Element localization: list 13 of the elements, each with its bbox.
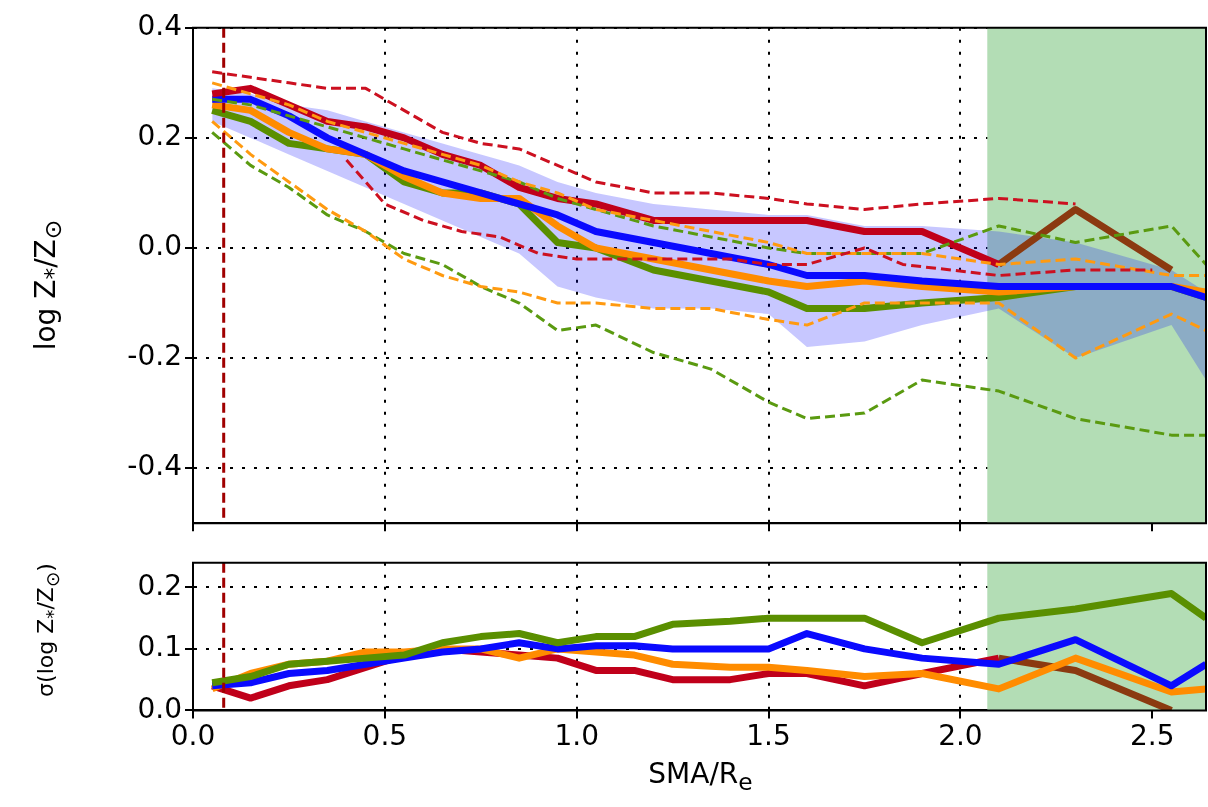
x-tick-label: 1.5 [746, 719, 791, 753]
y-tick-label: -0.4 [127, 449, 182, 483]
y-tick-label: 0.2 [137, 568, 182, 602]
y-tick-label: 0.2 [137, 119, 182, 153]
x-tick-label: 2.5 [1130, 719, 1175, 753]
x-axis-title: SMA/R$_{e}$ [647, 757, 754, 798]
y-tick-label: 0.1 [137, 630, 182, 664]
y-tick-label: -0.2 [127, 339, 182, 373]
y-tick-label: 0.4 [137, 9, 182, 43]
y-tick-label: 0.0 [137, 229, 182, 263]
x-tick-label: 1.0 [554, 719, 599, 753]
x-tick-label: 2.0 [938, 719, 983, 753]
x-tick-label: 0.5 [362, 719, 408, 753]
